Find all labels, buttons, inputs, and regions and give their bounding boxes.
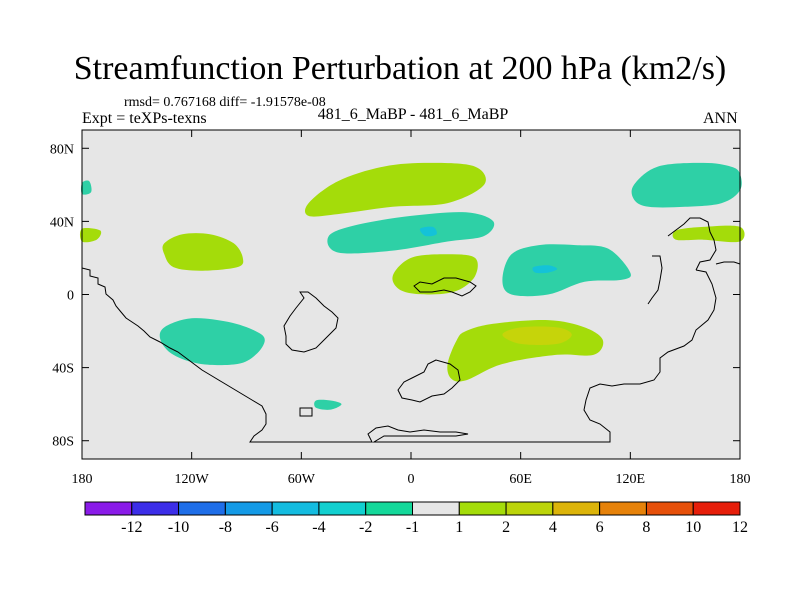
x-tick-label: 0	[408, 472, 415, 487]
contour-region-north-africa	[392, 254, 478, 295]
coast-antarctica	[250, 269, 717, 443]
coast-antarctic-island	[299, 407, 313, 417]
colorbar-label: -1	[406, 519, 419, 536]
x-tick-label: 60E	[509, 472, 532, 487]
colorbar-swatch	[131, 501, 180, 516]
contour-region-north-atlantic-africa	[327, 212, 495, 254]
contour-region-south-atlantic-small	[314, 399, 342, 410]
y-tick-label: 80N	[50, 142, 74, 157]
coastlines	[81, 217, 741, 443]
contour-region-west-pacific-subtropics	[672, 225, 745, 243]
colorbar-swatch	[505, 501, 554, 516]
coast-south-america	[283, 291, 339, 353]
coast-africa	[397, 359, 461, 403]
coast-asia-east	[667, 217, 717, 271]
contour-region-north-pacific-west-edge	[80, 180, 92, 195]
x-tick-label: 180	[730, 472, 751, 487]
colorbar: -12 -10 -8 -6 -4 -2 -1 1 2 4 6 8 10 12	[84, 501, 748, 536]
colorbar-label: 4	[549, 519, 557, 536]
y-tick-label: 40S	[52, 362, 74, 377]
y-tick-label: 0	[67, 289, 74, 304]
colorbar-label: -2	[359, 519, 372, 536]
colorbar-swatch	[84, 501, 133, 516]
colorbar-swatch	[224, 501, 273, 516]
contour-region-east-pacific-south	[159, 318, 265, 366]
colorbar-label: 12	[732, 519, 748, 536]
colorbar-swatch	[271, 501, 320, 516]
colorbar-swatch	[412, 501, 460, 516]
contour-region-india-core	[532, 265, 558, 274]
contour-regions	[79, 162, 745, 410]
contour-region-north-pacific-east	[631, 162, 742, 208]
colorbar-swatch	[645, 501, 694, 516]
coast-australia-edge	[715, 261, 741, 265]
colorbar-label: -6	[265, 519, 278, 536]
stats-line: rmsd= 0.767168 diff= -1.91578e-08	[124, 95, 326, 110]
contour-region-east-pacific-north	[162, 233, 244, 271]
contour-region-north-atlantic	[305, 162, 486, 217]
contour-region-west-pacific-tropics-edge	[79, 227, 102, 243]
chart-title: Streamfunction Perturbation at 200 hPa (…	[73, 50, 727, 87]
coast-asia-north	[647, 255, 663, 305]
coast-africa-north	[413, 277, 477, 297]
colorbar-label: 8	[642, 519, 650, 536]
experiment-label: Expt = teXPs-texns	[82, 110, 207, 127]
x-tick-label: 120W	[175, 472, 210, 487]
colorbar-label: -12	[121, 519, 142, 536]
colorbar-swatch	[692, 501, 741, 516]
colorbar-swatch	[599, 501, 647, 516]
colorbar-label: 1	[455, 519, 463, 536]
colorbar-label: -8	[219, 519, 232, 536]
y-tick-label: 40N	[50, 215, 74, 230]
colorbar-label: 6	[596, 519, 604, 536]
case-label: 481_6_MaBP - 481_6_MaBP	[317, 106, 509, 123]
colorbar-swatch	[365, 501, 414, 516]
colorbar-swatch	[178, 501, 226, 516]
x-tick-label: 120E	[616, 472, 646, 487]
x-tick-label: 180	[72, 472, 93, 487]
y-tick-label: 80S	[52, 435, 74, 450]
x-axis: 180 120W 60W 0 60E 120E 180	[72, 130, 751, 487]
season-label: ANN	[703, 110, 738, 127]
colorbar-label: -10	[168, 519, 189, 536]
coast-north-america	[81, 267, 267, 443]
colorbar-swatch	[458, 501, 507, 516]
colorbar-label: -4	[312, 519, 325, 536]
contour-region-india	[502, 244, 631, 297]
colorbar-swatch	[318, 501, 367, 516]
colorbar-label: 2	[502, 519, 510, 536]
y-axis: 80N 40N 0 40S 80S	[50, 142, 740, 450]
colorbar-swatch	[552, 501, 601, 516]
contour-region-south-indian-core	[502, 326, 572, 346]
contour-region-north-atlantic-africa-core	[419, 226, 437, 237]
colorbar-label: 10	[685, 519, 701, 536]
x-tick-label: 60W	[288, 472, 316, 487]
